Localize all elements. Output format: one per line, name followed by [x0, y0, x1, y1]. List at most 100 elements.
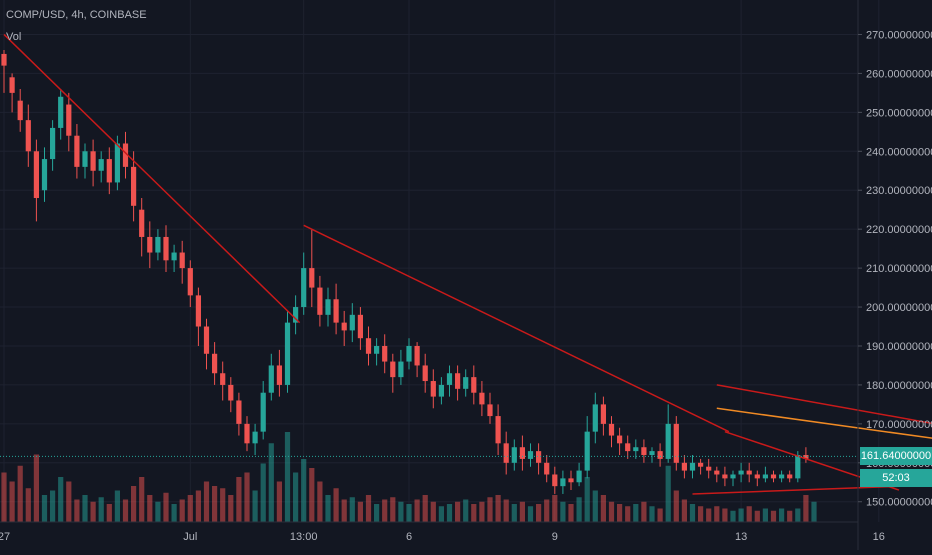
- candle[interactable]: [10, 73, 15, 112]
- candle[interactable]: [487, 393, 492, 424]
- candle[interactable]: [1, 50, 6, 93]
- candle[interactable]: [568, 471, 573, 490]
- candle[interactable]: [42, 147, 47, 202]
- candle[interactable]: [228, 377, 233, 412]
- candle[interactable]: [155, 229, 160, 260]
- candle[interactable]: [325, 288, 330, 327]
- symbol-title[interactable]: COMP/USD, 4h, COINBASE: [6, 9, 147, 21]
- candle[interactable]: [244, 416, 249, 451]
- candle[interactable]: [309, 229, 314, 307]
- candle[interactable]: [674, 416, 679, 471]
- candle[interactable]: [342, 311, 347, 346]
- candle[interactable]: [99, 151, 104, 182]
- candle[interactable]: [390, 354, 395, 393]
- candle[interactable]: [447, 365, 452, 396]
- candle[interactable]: [253, 424, 258, 455]
- candle[interactable]: [666, 404, 671, 462]
- candle[interactable]: [366, 327, 371, 366]
- candle[interactable]: [682, 455, 687, 478]
- candle[interactable]: [74, 124, 79, 179]
- candle[interactable]: [66, 93, 71, 151]
- candle[interactable]: [293, 295, 298, 334]
- candle[interactable]: [520, 436, 525, 471]
- candle[interactable]: [512, 439, 517, 470]
- candle[interactable]: [593, 393, 598, 444]
- candle[interactable]: [803, 447, 808, 463]
- candle[interactable]: [139, 198, 144, 256]
- candle[interactable]: [423, 354, 428, 393]
- candle[interactable]: [730, 471, 735, 487]
- candle[interactable]: [601, 397, 606, 436]
- candles[interactable]: [1, 50, 808, 494]
- candle[interactable]: [58, 89, 63, 140]
- candle[interactable]: [188, 260, 193, 307]
- candle[interactable]: [431, 369, 436, 408]
- candle[interactable]: [439, 377, 444, 404]
- candle[interactable]: [771, 471, 776, 483]
- candle[interactable]: [277, 350, 282, 397]
- candle[interactable]: [220, 362, 225, 401]
- candle[interactable]: [625, 436, 630, 459]
- candle[interactable]: [536, 443, 541, 474]
- candle[interactable]: [747, 463, 752, 482]
- candle[interactable]: [147, 221, 152, 268]
- candle[interactable]: [334, 284, 339, 335]
- candle[interactable]: [504, 432, 509, 475]
- candle[interactable]: [755, 471, 760, 487]
- candle[interactable]: [163, 225, 168, 272]
- candle[interactable]: [706, 459, 711, 478]
- candle[interactable]: [406, 338, 411, 369]
- candle[interactable]: [455, 365, 460, 400]
- candle[interactable]: [714, 467, 719, 483]
- candle[interactable]: [50, 120, 55, 171]
- candle[interactable]: [374, 338, 379, 365]
- price-axis[interactable]: 150.00000000160.00000000170.00000000180.…: [858, 0, 932, 550]
- candle[interactable]: [18, 89, 23, 132]
- candle[interactable]: [196, 288, 201, 346]
- candle[interactable]: [763, 467, 768, 483]
- candle[interactable]: [641, 439, 646, 462]
- candle[interactable]: [285, 311, 290, 393]
- candle[interactable]: [107, 147, 112, 194]
- candle[interactable]: [585, 416, 590, 478]
- candle[interactable]: [204, 319, 209, 370]
- candle[interactable]: [544, 455, 549, 482]
- candle[interactable]: [301, 253, 306, 315]
- candle[interactable]: [609, 416, 614, 447]
- candle[interactable]: [317, 276, 322, 327]
- candle[interactable]: [212, 342, 217, 385]
- candle[interactable]: [415, 342, 420, 377]
- candle[interactable]: [739, 463, 744, 482]
- candle[interactable]: [649, 447, 654, 463]
- candle[interactable]: [463, 369, 468, 396]
- candle[interactable]: [690, 455, 695, 478]
- candle[interactable]: [471, 365, 476, 404]
- candle[interactable]: [180, 241, 185, 284]
- red-trendline[interactable]: [304, 225, 729, 431]
- candle[interactable]: [787, 471, 792, 483]
- candle[interactable]: [577, 463, 582, 486]
- candle[interactable]: [82, 144, 87, 179]
- candle[interactable]: [34, 140, 39, 222]
- candle[interactable]: [91, 140, 96, 187]
- candle[interactable]: [552, 467, 557, 494]
- candle[interactable]: [350, 303, 355, 342]
- candle[interactable]: [560, 471, 565, 494]
- candle[interactable]: [779, 471, 784, 483]
- candle[interactable]: [496, 404, 501, 455]
- candle[interactable]: [398, 350, 403, 385]
- candle[interactable]: [617, 428, 622, 455]
- red-trendline[interactable]: [4, 34, 300, 322]
- candle[interactable]: [269, 354, 274, 401]
- candle[interactable]: [261, 381, 266, 439]
- candle[interactable]: [722, 467, 727, 486]
- candle[interactable]: [382, 334, 387, 373]
- candle[interactable]: [479, 381, 484, 416]
- candle[interactable]: [26, 105, 31, 167]
- candle[interactable]: [698, 459, 703, 475]
- candle[interactable]: [358, 307, 363, 350]
- trendlines[interactable]: [4, 34, 932, 493]
